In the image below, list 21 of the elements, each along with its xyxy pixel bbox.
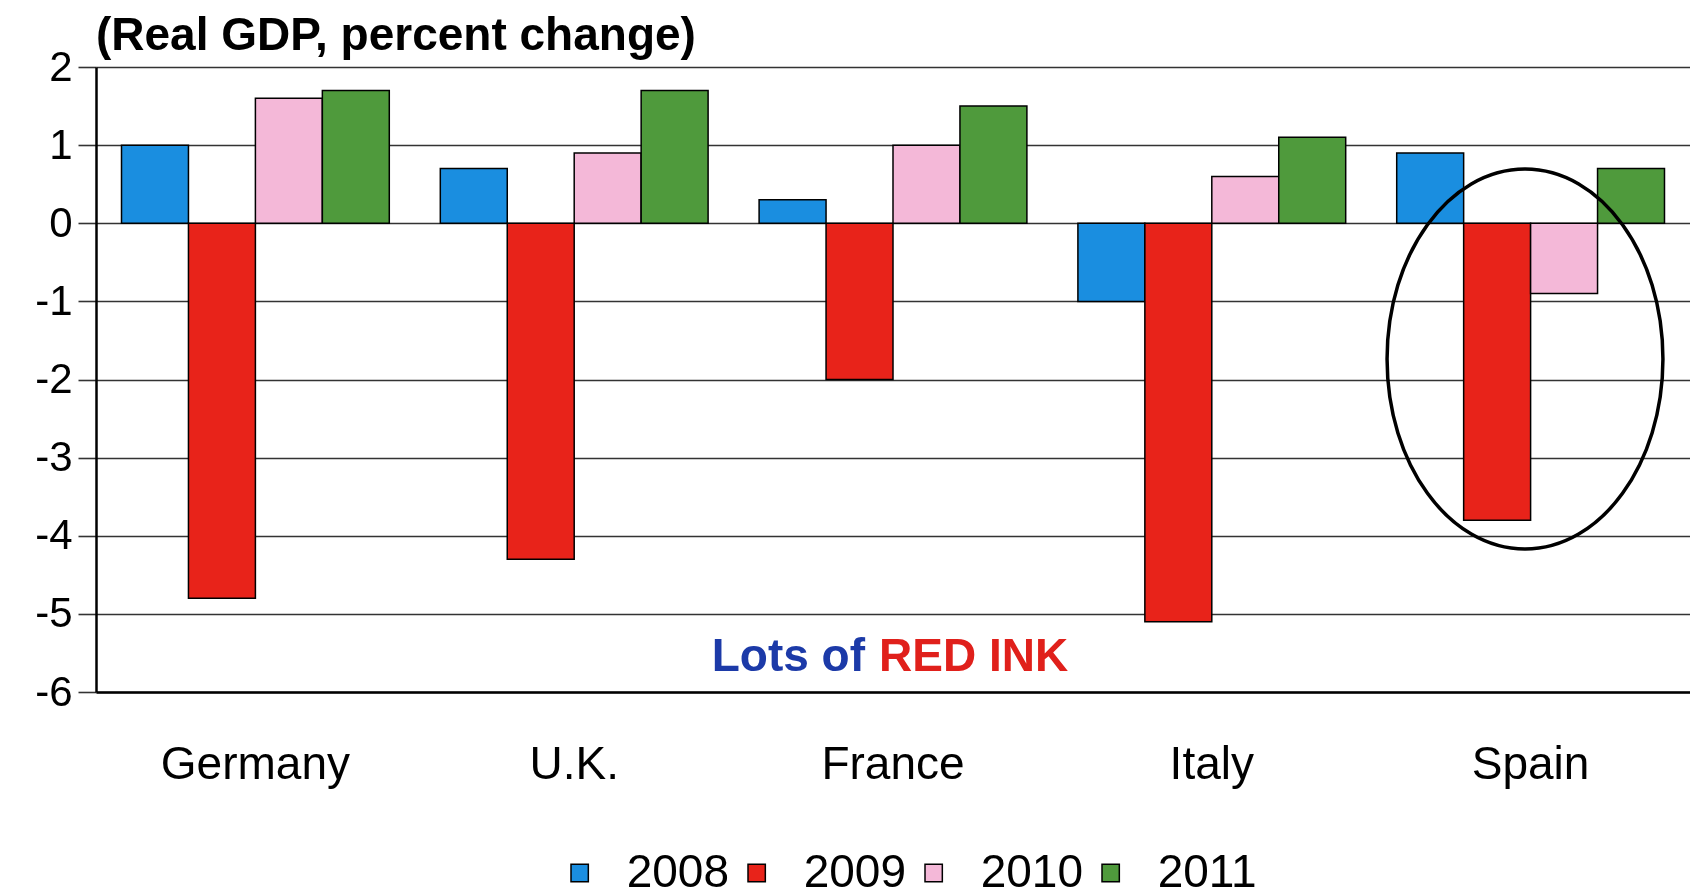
y-tick-label: -1	[35, 276, 73, 324]
x-tick-label: Spain	[1471, 736, 1590, 789]
x-tick-label: U.K.	[529, 736, 619, 789]
x-tick-label: Germany	[160, 736, 350, 789]
annotation: RED INK	[879, 629, 1069, 681]
legend-label: 2008	[626, 845, 730, 893]
y-tick-label: 2	[49, 42, 73, 90]
chart-title: (Real GDP, percent change)	[96, 8, 696, 60]
x-tick-label: France	[821, 736, 965, 789]
x-tick-label: Italy	[1169, 736, 1254, 789]
y-tick-label: -6	[35, 667, 73, 715]
y-tick-label: -4	[35, 511, 73, 559]
y-tick-label: 0	[49, 198, 73, 246]
annotation: Lots of	[711, 629, 866, 681]
y-tick-label: -5	[35, 589, 73, 637]
y-tick-label: -2	[35, 355, 73, 402]
legend-label: 2011	[1157, 845, 1257, 893]
legend-label: 2010	[980, 845, 1084, 893]
y-tick-label: 1	[49, 120, 73, 168]
y-tick-label: -3	[35, 433, 73, 481]
legend-label: 2009	[803, 845, 907, 893]
